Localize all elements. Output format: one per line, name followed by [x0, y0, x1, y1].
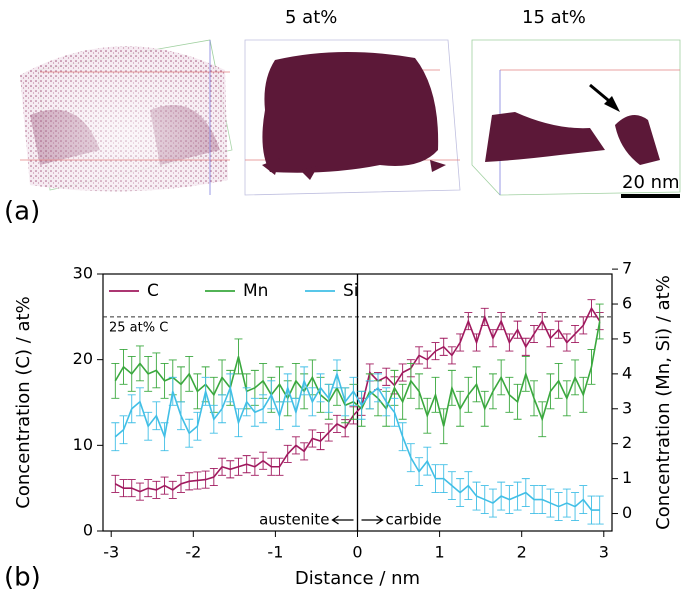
- legend-label: Mn: [243, 281, 268, 301]
- view-1: [20, 39, 235, 195]
- view-3: [471, 39, 681, 198]
- legend-label: C: [147, 281, 159, 301]
- x-tick-label: -3: [103, 543, 119, 562]
- reference-label: 25 at% C: [109, 320, 168, 335]
- y2-tick-label: 6: [622, 294, 632, 313]
- y2-tick-label: 1: [622, 468, 632, 487]
- scale-bar-label: 20 nm: [622, 172, 680, 193]
- y-tick-label: 30: [73, 264, 93, 283]
- view-2: [244, 39, 461, 196]
- y-tick-label: 0: [83, 521, 93, 540]
- x-tick-label: 1: [435, 543, 445, 562]
- y2-tick-label: 5: [622, 328, 632, 347]
- y-axis-label: Concentration (C) / at%: [13, 296, 34, 508]
- series-line: [114, 306, 601, 493]
- y2-tick-label: 0: [622, 503, 632, 522]
- y2-tick-label: 3: [622, 398, 632, 417]
- x-tick-label: 3: [599, 543, 609, 562]
- annotation: austenite: [259, 511, 329, 529]
- y-tick-label: 10: [73, 435, 93, 454]
- view-label: 5 at%: [285, 7, 337, 28]
- x-axis-label: Distance / nm: [295, 568, 420, 589]
- annotation-arrow: [361, 515, 384, 525]
- y-tick-label: 20: [73, 349, 93, 368]
- y2-axis-label: Concentration (Mn, Si) / at%: [653, 275, 674, 530]
- x-tick-label: 0: [352, 543, 362, 562]
- x-tick-label: 2: [517, 543, 527, 562]
- legend-label: Si: [343, 281, 359, 301]
- x-tick-label: -1: [267, 543, 283, 562]
- x-tick-label: -2: [185, 543, 201, 562]
- y2-tick-label: 4: [622, 363, 632, 382]
- panel-label: (a): [4, 197, 40, 227]
- series-line: [114, 321, 601, 427]
- annotation: carbide: [386, 511, 442, 529]
- series-line: [114, 371, 600, 511]
- panel-label: (b): [4, 563, 41, 593]
- view-label: 15 at%: [522, 7, 586, 28]
- y2-tick-label: 7: [622, 259, 632, 278]
- y2-tick-label: 2: [622, 433, 632, 452]
- annotation-arrow: [331, 515, 354, 525]
